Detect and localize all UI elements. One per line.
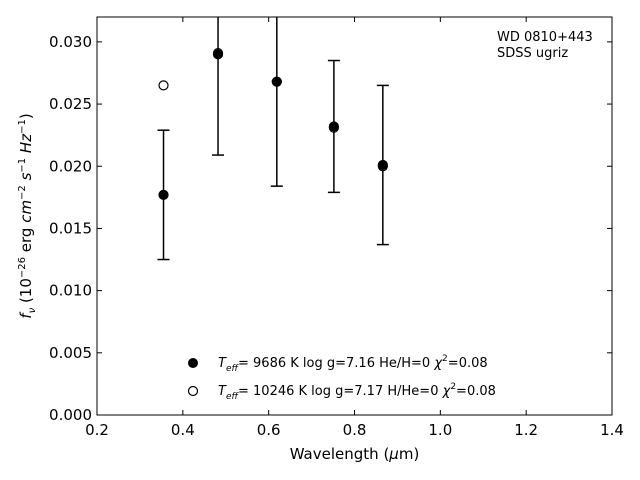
x-tick-label: 1.0 bbox=[428, 421, 452, 439]
y-tick-label: 0.015 bbox=[49, 219, 92, 237]
y-tick-label: 0.025 bbox=[49, 95, 92, 113]
data-point-open bbox=[377, 161, 388, 172]
legend: Teff= 9686 K log g=7.16 He/H=0 χ2=0.08 T… bbox=[187, 354, 496, 402]
error-bars bbox=[157, 17, 389, 261]
y-axis-label: fν (10−26 erg cm−2 s−1 Hz−1) bbox=[17, 113, 38, 318]
annotation-survey: SDSS ugriz bbox=[497, 46, 568, 61]
x-tick-label: 0.6 bbox=[257, 421, 281, 439]
data-point-open bbox=[158, 80, 169, 91]
x-tick-label: 0.2 bbox=[85, 421, 109, 439]
y-tick-label: 0.000 bbox=[49, 406, 92, 424]
y-axis-ticks: 0.000 0.005 0.010 0.015 0.020 0.025 0.030 bbox=[49, 33, 612, 424]
y-tick-label: 0.005 bbox=[49, 344, 92, 362]
y-tick-label: 0.010 bbox=[49, 282, 92, 300]
data-point-open bbox=[328, 122, 339, 133]
data-point-open bbox=[212, 47, 224, 59]
x-tick-label: 1.4 bbox=[600, 421, 624, 439]
y-tick-label: 0.020 bbox=[49, 157, 92, 175]
legend-entry-2: Teff= 10246 K log g=7.17 H/He=0 χ2=0.08 bbox=[218, 382, 496, 402]
annotation-object: WD 0810+443 bbox=[497, 30, 593, 45]
x-tick-label: 0.4 bbox=[171, 421, 195, 439]
y-tick-label: 0.030 bbox=[49, 33, 92, 51]
data-points bbox=[158, 47, 388, 200]
legend-marker-open bbox=[187, 385, 199, 397]
x-tick-label: 0.8 bbox=[343, 421, 367, 439]
x-axis-label: Wavelength (μm) bbox=[290, 445, 420, 463]
data-point-open bbox=[271, 76, 282, 87]
x-tick-label: 1.2 bbox=[514, 421, 538, 439]
x-axis-ticks: 0.2 0.4 0.6 0.8 1.0 1.2 1.4 bbox=[85, 17, 624, 439]
legend-entry-1: Teff= 9686 K log g=7.16 He/H=0 χ2=0.08 bbox=[218, 354, 488, 374]
legend-marker-filled bbox=[188, 358, 198, 368]
data-point-filled bbox=[158, 189, 169, 200]
